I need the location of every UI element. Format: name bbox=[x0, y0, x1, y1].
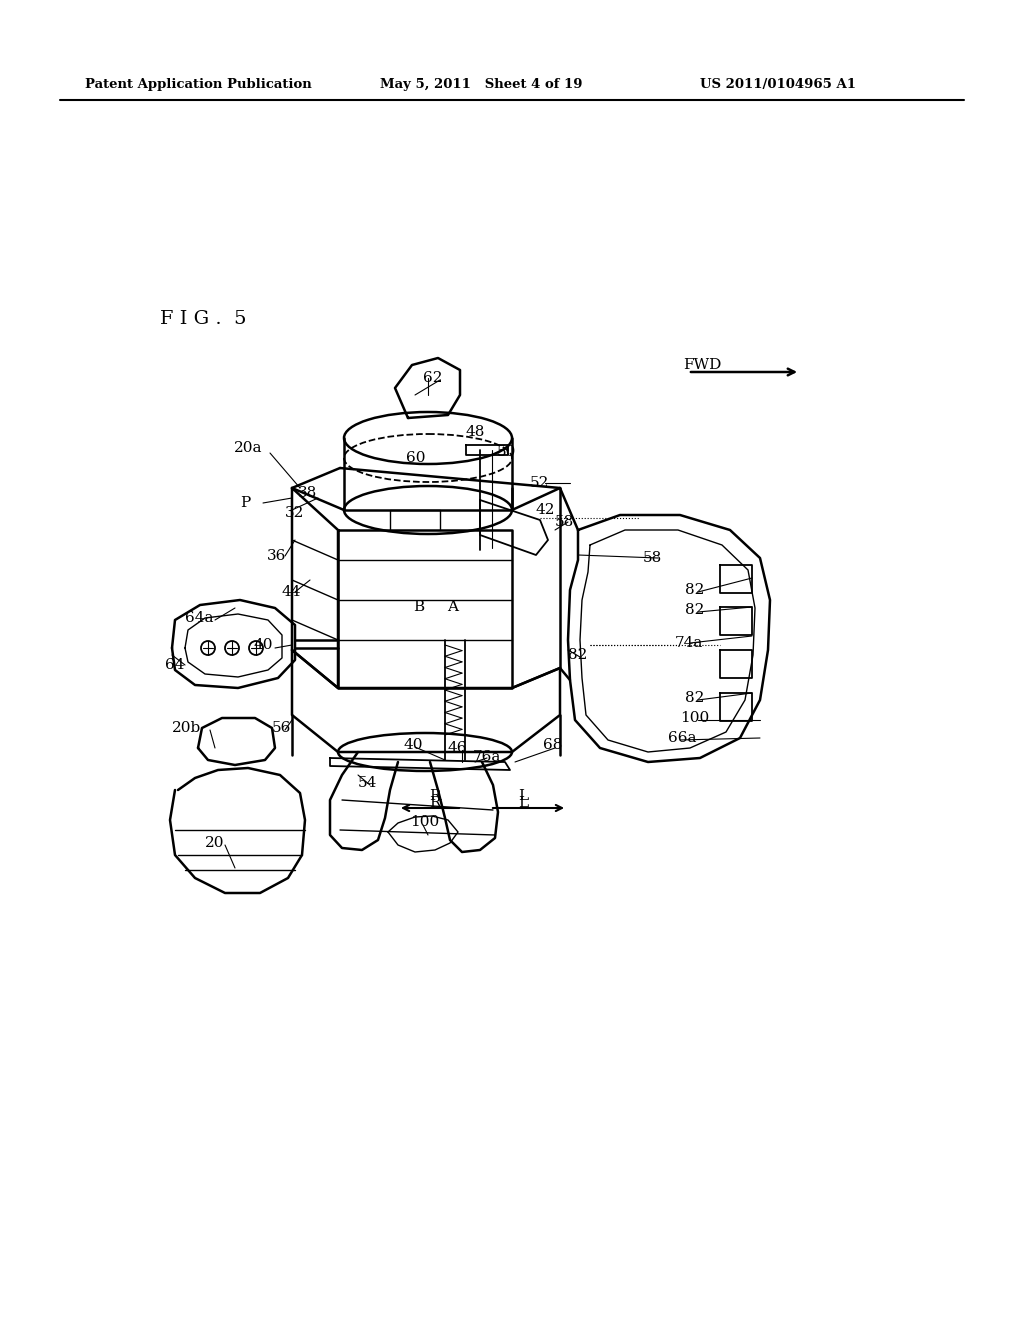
Text: 40: 40 bbox=[253, 638, 272, 652]
Text: 38: 38 bbox=[298, 486, 317, 500]
Text: 64a: 64a bbox=[185, 611, 213, 624]
Text: 20b: 20b bbox=[172, 721, 202, 735]
Text: 20a: 20a bbox=[234, 441, 262, 455]
Text: 76a: 76a bbox=[473, 750, 502, 764]
Text: 58: 58 bbox=[555, 515, 574, 529]
Text: FWD: FWD bbox=[683, 358, 721, 372]
Text: L: L bbox=[518, 796, 528, 810]
Text: R: R bbox=[429, 796, 440, 810]
Text: Patent Application Publication: Patent Application Publication bbox=[85, 78, 311, 91]
Text: 46: 46 bbox=[449, 741, 468, 755]
Text: P: P bbox=[240, 496, 250, 510]
Text: 82: 82 bbox=[685, 603, 705, 616]
Text: 40: 40 bbox=[403, 738, 423, 752]
Text: 100: 100 bbox=[410, 814, 439, 829]
Text: 100: 100 bbox=[680, 711, 710, 725]
Text: B: B bbox=[413, 601, 424, 614]
Text: 58: 58 bbox=[643, 550, 663, 565]
Text: 82: 82 bbox=[685, 690, 705, 705]
Text: May 5, 2011   Sheet 4 of 19: May 5, 2011 Sheet 4 of 19 bbox=[380, 78, 583, 91]
Text: 64: 64 bbox=[165, 657, 184, 672]
Text: 82: 82 bbox=[568, 648, 588, 663]
Text: 66a: 66a bbox=[668, 731, 696, 744]
Text: 48: 48 bbox=[465, 425, 484, 440]
Text: A: A bbox=[447, 601, 458, 614]
Text: 32: 32 bbox=[285, 506, 304, 520]
Text: 68: 68 bbox=[543, 738, 562, 752]
Text: 42: 42 bbox=[535, 503, 555, 517]
Text: 36: 36 bbox=[267, 549, 287, 564]
Text: US 2011/0104965 A1: US 2011/0104965 A1 bbox=[700, 78, 856, 91]
Text: F I G .  5: F I G . 5 bbox=[160, 310, 247, 327]
Text: 54: 54 bbox=[358, 776, 378, 789]
Text: 56: 56 bbox=[272, 721, 292, 735]
Text: 60: 60 bbox=[406, 451, 426, 465]
Text: L: L bbox=[518, 789, 528, 803]
Text: 82: 82 bbox=[685, 583, 705, 597]
Text: R: R bbox=[429, 789, 440, 803]
Text: 52: 52 bbox=[530, 477, 549, 490]
Text: 44: 44 bbox=[282, 585, 301, 599]
Text: 74a: 74a bbox=[675, 636, 703, 649]
Text: 62: 62 bbox=[423, 371, 442, 385]
Text: 50: 50 bbox=[497, 445, 516, 459]
Text: 20: 20 bbox=[205, 836, 224, 850]
